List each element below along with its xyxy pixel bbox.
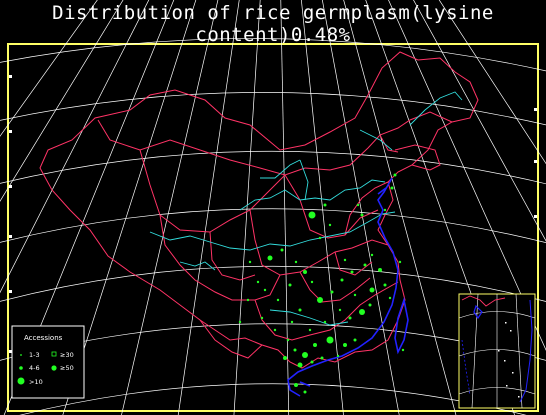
legend: Accessions 1-3 ≥30 4-6 ≥50 >10 [11, 325, 85, 399]
legend-label: ≥50 [60, 364, 74, 372]
province-borders [39, 51, 479, 369]
legend-symbol-large-dot [17, 377, 25, 385]
legend-symbol-small-dot [19, 366, 23, 370]
legend-label: 4-6 [29, 364, 40, 372]
map-title: Distribution of rice germplasm(lysine co… [52, 2, 494, 46]
legend-symbol-box [51, 351, 57, 357]
rivers [149, 91, 463, 326]
legend-symbol-medium-dot [51, 365, 57, 371]
legend-title: Accessions [24, 334, 63, 342]
frame-ticks [9, 75, 537, 353]
legend-label: >10 [29, 378, 43, 386]
map-frame [7, 43, 539, 412]
accession-points [238, 173, 405, 394]
legend-label: ≥30 [60, 351, 74, 359]
legend-label: 1-3 [29, 351, 40, 359]
legend-symbol-tiny-dot [20, 354, 22, 356]
coastline [287, 177, 409, 397]
south-china-sea-inset [458, 293, 536, 409]
